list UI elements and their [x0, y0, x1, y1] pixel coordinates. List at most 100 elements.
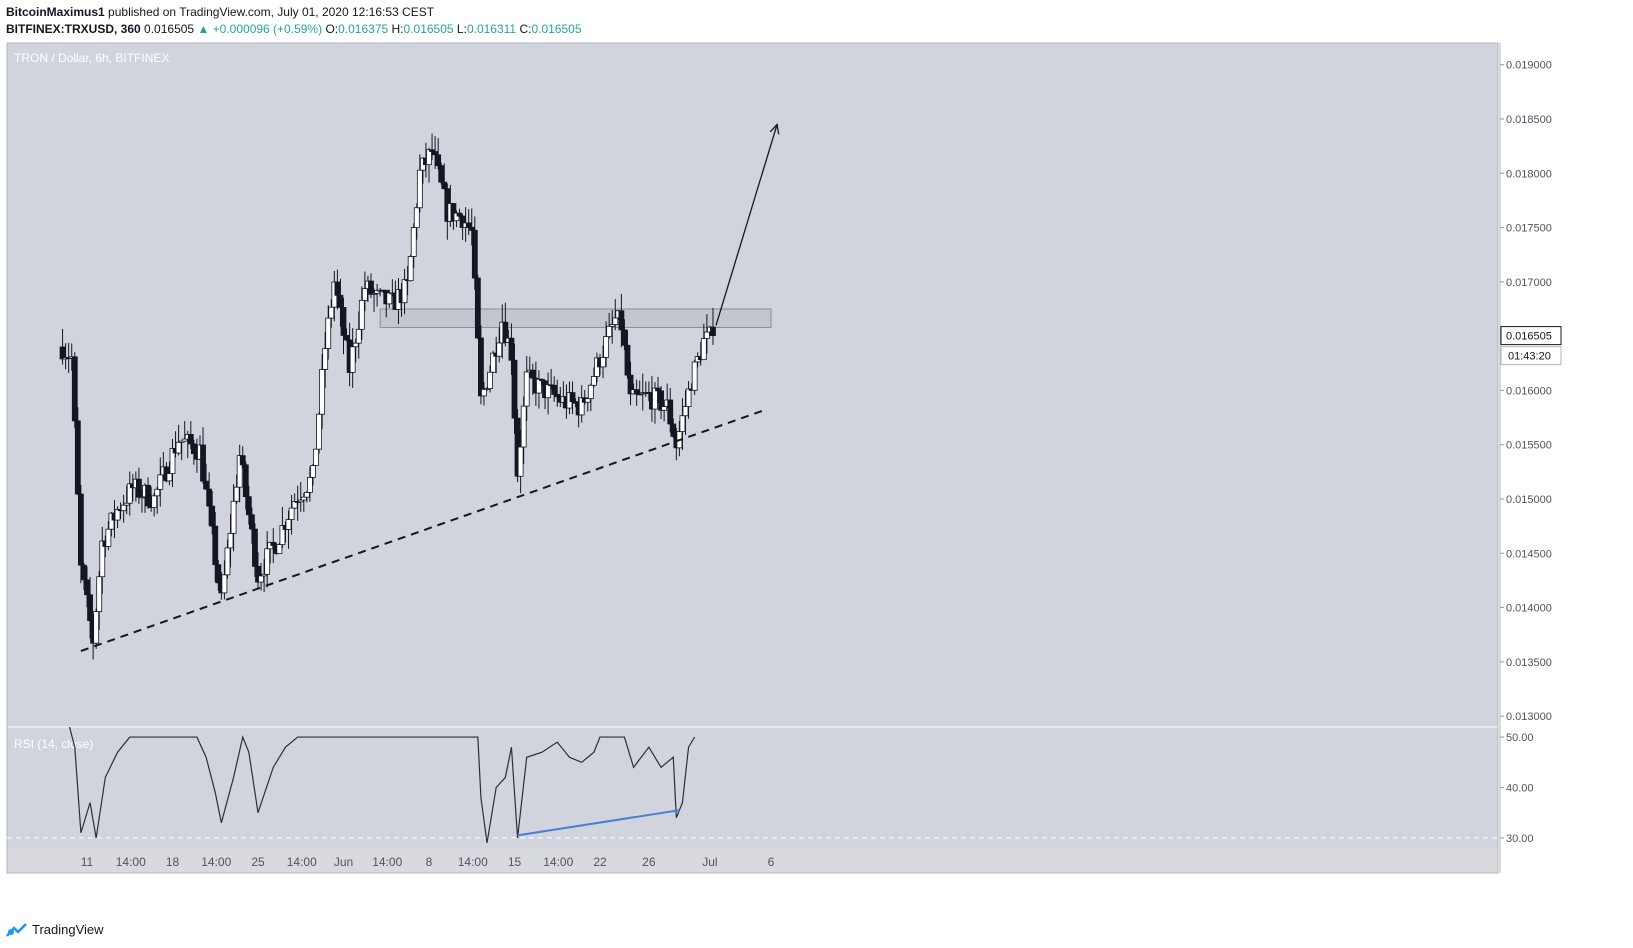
candle — [691, 359, 698, 395]
candle — [93, 608, 100, 650]
candle — [166, 461, 173, 486]
candle — [700, 323, 707, 361]
rsi-line — [68, 727, 696, 844]
candle-body-down — [334, 281, 341, 296]
candle-body-up — [691, 361, 698, 391]
candle-body-down — [252, 528, 258, 567]
candle — [459, 214, 466, 240]
candle-body-down — [84, 579, 90, 596]
candle — [291, 493, 298, 510]
candle-body-down — [239, 455, 246, 466]
candle — [206, 472, 213, 526]
candle-body-up — [545, 384, 551, 399]
candle — [618, 294, 625, 348]
candle-body-down — [569, 392, 576, 403]
candle — [465, 209, 472, 235]
candle-body-up — [319, 369, 326, 415]
candle — [355, 311, 362, 359]
projection-arrow-line — [715, 124, 778, 326]
candle-body-down — [368, 280, 374, 295]
rsi-tick-label: 40.00 — [1506, 783, 1534, 795]
candle-body-down — [77, 493, 84, 566]
candle — [252, 523, 258, 578]
candle-body-down — [209, 505, 216, 527]
countdown-label: 01:43:20 — [1508, 351, 1551, 363]
candle — [545, 372, 551, 415]
candle-body-up — [481, 388, 487, 397]
candle — [511, 343, 518, 435]
candle-body-up — [520, 405, 527, 448]
candle — [517, 429, 524, 494]
candle — [682, 390, 689, 435]
candle — [297, 481, 304, 512]
candle-body-down — [554, 393, 561, 398]
candle — [203, 463, 209, 490]
candle-body-down — [203, 480, 209, 490]
candle-body-up — [496, 342, 503, 357]
low-value: 0.016311 — [466, 22, 517, 36]
candle — [710, 307, 716, 345]
candle — [371, 288, 377, 312]
candle-body-up — [169, 448, 176, 474]
candle-body-up — [371, 292, 377, 295]
candle — [169, 438, 176, 488]
candle — [471, 216, 478, 290]
rsi-pane-background — [7, 727, 1498, 848]
candle — [123, 485, 130, 515]
candle — [313, 448, 319, 466]
candle — [441, 163, 448, 190]
candle-body-up — [297, 499, 304, 503]
tradingview-logo-icon — [6, 922, 27, 937]
candle-body-down — [87, 594, 93, 622]
candle-body-down — [187, 433, 194, 445]
symbol-label: BITFINEX:TRXUSD, 360 — [6, 22, 141, 36]
author-name[interactable]: BitcoinMaximus1 — [6, 5, 105, 19]
candle — [300, 493, 307, 512]
candle-body-up — [355, 328, 362, 344]
candle — [401, 268, 408, 315]
candle-body-down — [74, 420, 81, 495]
candle-body-down — [658, 390, 664, 411]
candle — [139, 489, 145, 513]
low-label: L: — [456, 22, 467, 36]
tradingview-brand[interactable]: TradingView — [6, 922, 104, 937]
candle — [236, 444, 243, 503]
candle-body-up — [276, 544, 283, 554]
candle-body-down — [441, 181, 448, 190]
candle — [554, 379, 561, 407]
time-tick-label: 8 — [426, 855, 433, 869]
candle — [307, 466, 313, 502]
chart-title: TRON / Dollar, 6h, BITFINEX — [14, 51, 169, 65]
price-tick-label: 0.018000 — [1506, 168, 1552, 180]
projection-arrow-head — [769, 122, 780, 135]
candle — [633, 379, 640, 406]
candle — [221, 560, 228, 600]
candle-body-up — [523, 371, 530, 407]
candle-body-down — [633, 389, 640, 395]
candle-body-up — [313, 448, 319, 466]
candle — [248, 507, 255, 544]
candle-body-down — [270, 541, 277, 546]
candle-body-up — [361, 288, 368, 301]
candle-body-up — [157, 474, 164, 490]
rsi-bullish-divergence-line — [517, 809, 680, 837]
candle-body-down — [206, 488, 213, 507]
rsi-title: RSI (14, close) — [14, 737, 93, 751]
candle — [487, 365, 493, 393]
candle-body-up — [609, 324, 616, 327]
candle-body-down — [456, 212, 463, 217]
candle — [539, 378, 545, 386]
candle — [520, 396, 527, 464]
candle — [190, 439, 197, 465]
candle — [474, 274, 481, 340]
candle-body-up — [154, 488, 161, 497]
candle — [343, 328, 350, 342]
candle — [200, 427, 206, 484]
candle — [215, 560, 222, 591]
candle-body-up — [358, 299, 365, 330]
candle — [368, 273, 374, 298]
candle — [84, 566, 90, 608]
candle-body-up — [603, 336, 610, 358]
candle — [108, 512, 115, 537]
